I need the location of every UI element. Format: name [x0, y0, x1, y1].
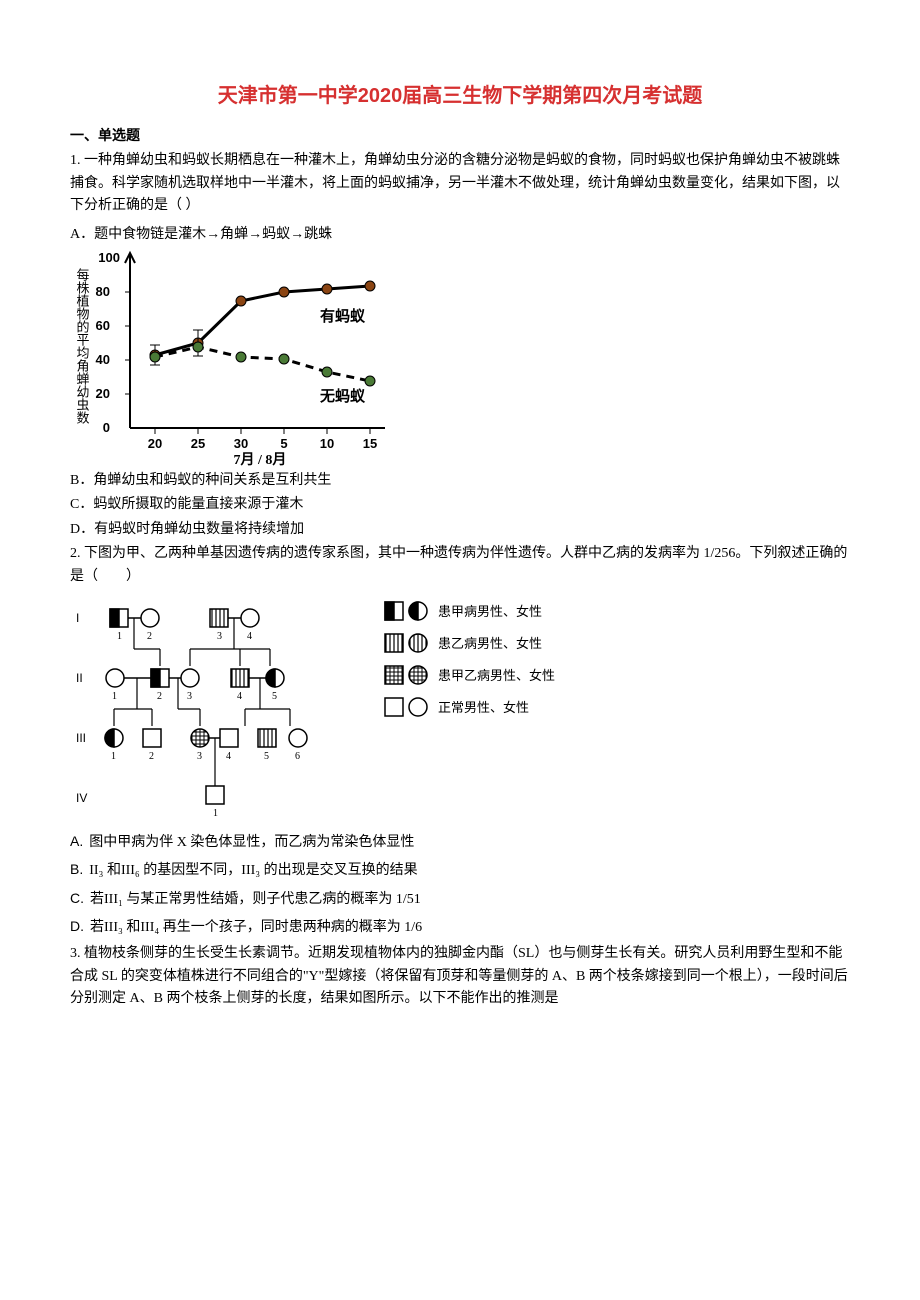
xtick-2: 25: [191, 436, 205, 451]
svg-text:4: 4: [247, 631, 252, 642]
q2-opt-d: D.若III₃ 和III₄ 再生一个孩子，同时患两种病的概率为 1/6: [70, 915, 850, 939]
legend-c: 患甲乙病男性、女性: [438, 668, 555, 683]
section-heading: 一、单选题: [70, 124, 850, 146]
svg-text:2: 2: [157, 691, 162, 702]
q1-opt-b: B．角蝉幼虫和蚂蚁的种间关系是互利共生: [70, 470, 850, 492]
ytick-60: 60: [96, 318, 110, 333]
ytick-100: 100: [98, 250, 120, 265]
svg-text:2: 2: [147, 631, 152, 642]
xtick-1: 20: [148, 436, 162, 451]
svg-text:5: 5: [272, 691, 277, 702]
q3-stem: 植物枝条侧芽的生长受生长素调节。近期发现植物体内的独脚金内酯（SL）也与侧芽生长…: [70, 946, 848, 1006]
svg-text:6: 6: [295, 751, 300, 762]
row-iv: IV: [76, 791, 87, 805]
ytick-20: 20: [96, 386, 110, 401]
q2-stem: 下图为甲、乙两种单基因遗传病的遗传家系图，其中一种遗传病为伴性遗传。人群中乙病的…: [70, 546, 847, 583]
svg-text:3: 3: [217, 631, 222, 642]
ytick-80: 80: [96, 284, 110, 299]
legend-a: 患甲病男性、女性: [438, 604, 542, 619]
svg-text:2: 2: [149, 751, 154, 762]
row-iii: III: [76, 731, 86, 745]
series-label-1: 有蚂蚁: [320, 307, 366, 325]
q1-opt-a: A．题中食物链是灌木→角蝉→蚂蚁→跳蛛: [70, 224, 850, 246]
legend-b: 患乙病男性、女性: [438, 636, 542, 651]
row-i: I: [76, 611, 79, 625]
svg-text:1: 1: [213, 808, 218, 819]
q1-opt-c: C．蚂蚁所摄取的能量直接来源于灌木: [70, 494, 850, 516]
svg-text:3: 3: [187, 691, 192, 702]
q2-opt-b: B.II₃ 和III₆ 的基因型不同，III₃ 的出现是交叉互换的结果: [70, 858, 850, 882]
svg-text:4: 4: [226, 751, 231, 762]
q2-number: 2.: [70, 546, 81, 561]
q1-chart: 0 20 40 60 80 100 20 25 30 5 10 15 7月 / …: [70, 248, 400, 468]
svg-text:4: 4: [237, 691, 242, 702]
q3-number: 3.: [70, 946, 81, 961]
series-label-2: 无蚂蚁: [319, 387, 366, 405]
ytick-40: 40: [96, 352, 110, 367]
question-1: 1. 一种角蝉幼虫和蚂蚁长期栖息在一种灌木上，角蝉幼虫分泌的含糖分泌物是蚂蚁的食…: [70, 150, 850, 217]
question-3: 3. 植物枝条侧芽的生长受生长素调节。近期发现植物体内的独脚金内酯（SL）也与侧…: [70, 943, 850, 1010]
q2-opt-a: A.图中甲病为伴 X 染色体显性，而乙病为常染色体显性: [70, 830, 850, 854]
svg-text:3: 3: [197, 751, 202, 762]
xtick-4: 5: [280, 436, 287, 451]
svg-text:1: 1: [112, 691, 117, 702]
xtick-5: 10: [320, 436, 334, 451]
svg-text:1: 1: [117, 631, 122, 642]
row-ii: II: [76, 671, 83, 685]
q1-stem: 一种角蝉幼虫和蚂蚁长期栖息在一种灌木上，角蝉幼虫分泌的含糖分泌物是蚂蚁的食物，同…: [70, 153, 840, 213]
ylabel: 每株植物的平均角蝉幼虫数: [75, 267, 90, 424]
q2-opt-c: C.若III₁ 与某正常男性结婚，则子代患乙病的概率为 1/51: [70, 887, 850, 911]
ytick-0: 0: [103, 420, 110, 435]
q2-pedigree: I II III IV 1 2 3 4 1 2 3 4 5: [70, 594, 350, 824]
xlabel: 7月 / 8月: [234, 452, 287, 468]
svg-text:1: 1: [111, 751, 116, 762]
q1-opt-d: D．有蚂蚁时角蝉幼虫数量将持续增加: [70, 519, 850, 541]
xtick-3: 30: [234, 436, 248, 451]
q2-legend: 患甲病男性、女性 患乙病男性、女性 患甲乙病男性、女性 正常男性、女性: [380, 594, 600, 744]
xtick-6: 15: [363, 436, 377, 451]
q1-number: 1.: [70, 153, 81, 168]
page-title: 天津市第一中学2020届高三生物下学期第四次月考试题: [70, 80, 850, 112]
question-2: 2. 下图为甲、乙两种单基因遗传病的遗传家系图，其中一种遗传病为伴性遗传。人群中…: [70, 543, 850, 588]
legend-d: 正常男性、女性: [438, 700, 529, 715]
svg-text:5: 5: [264, 751, 269, 762]
